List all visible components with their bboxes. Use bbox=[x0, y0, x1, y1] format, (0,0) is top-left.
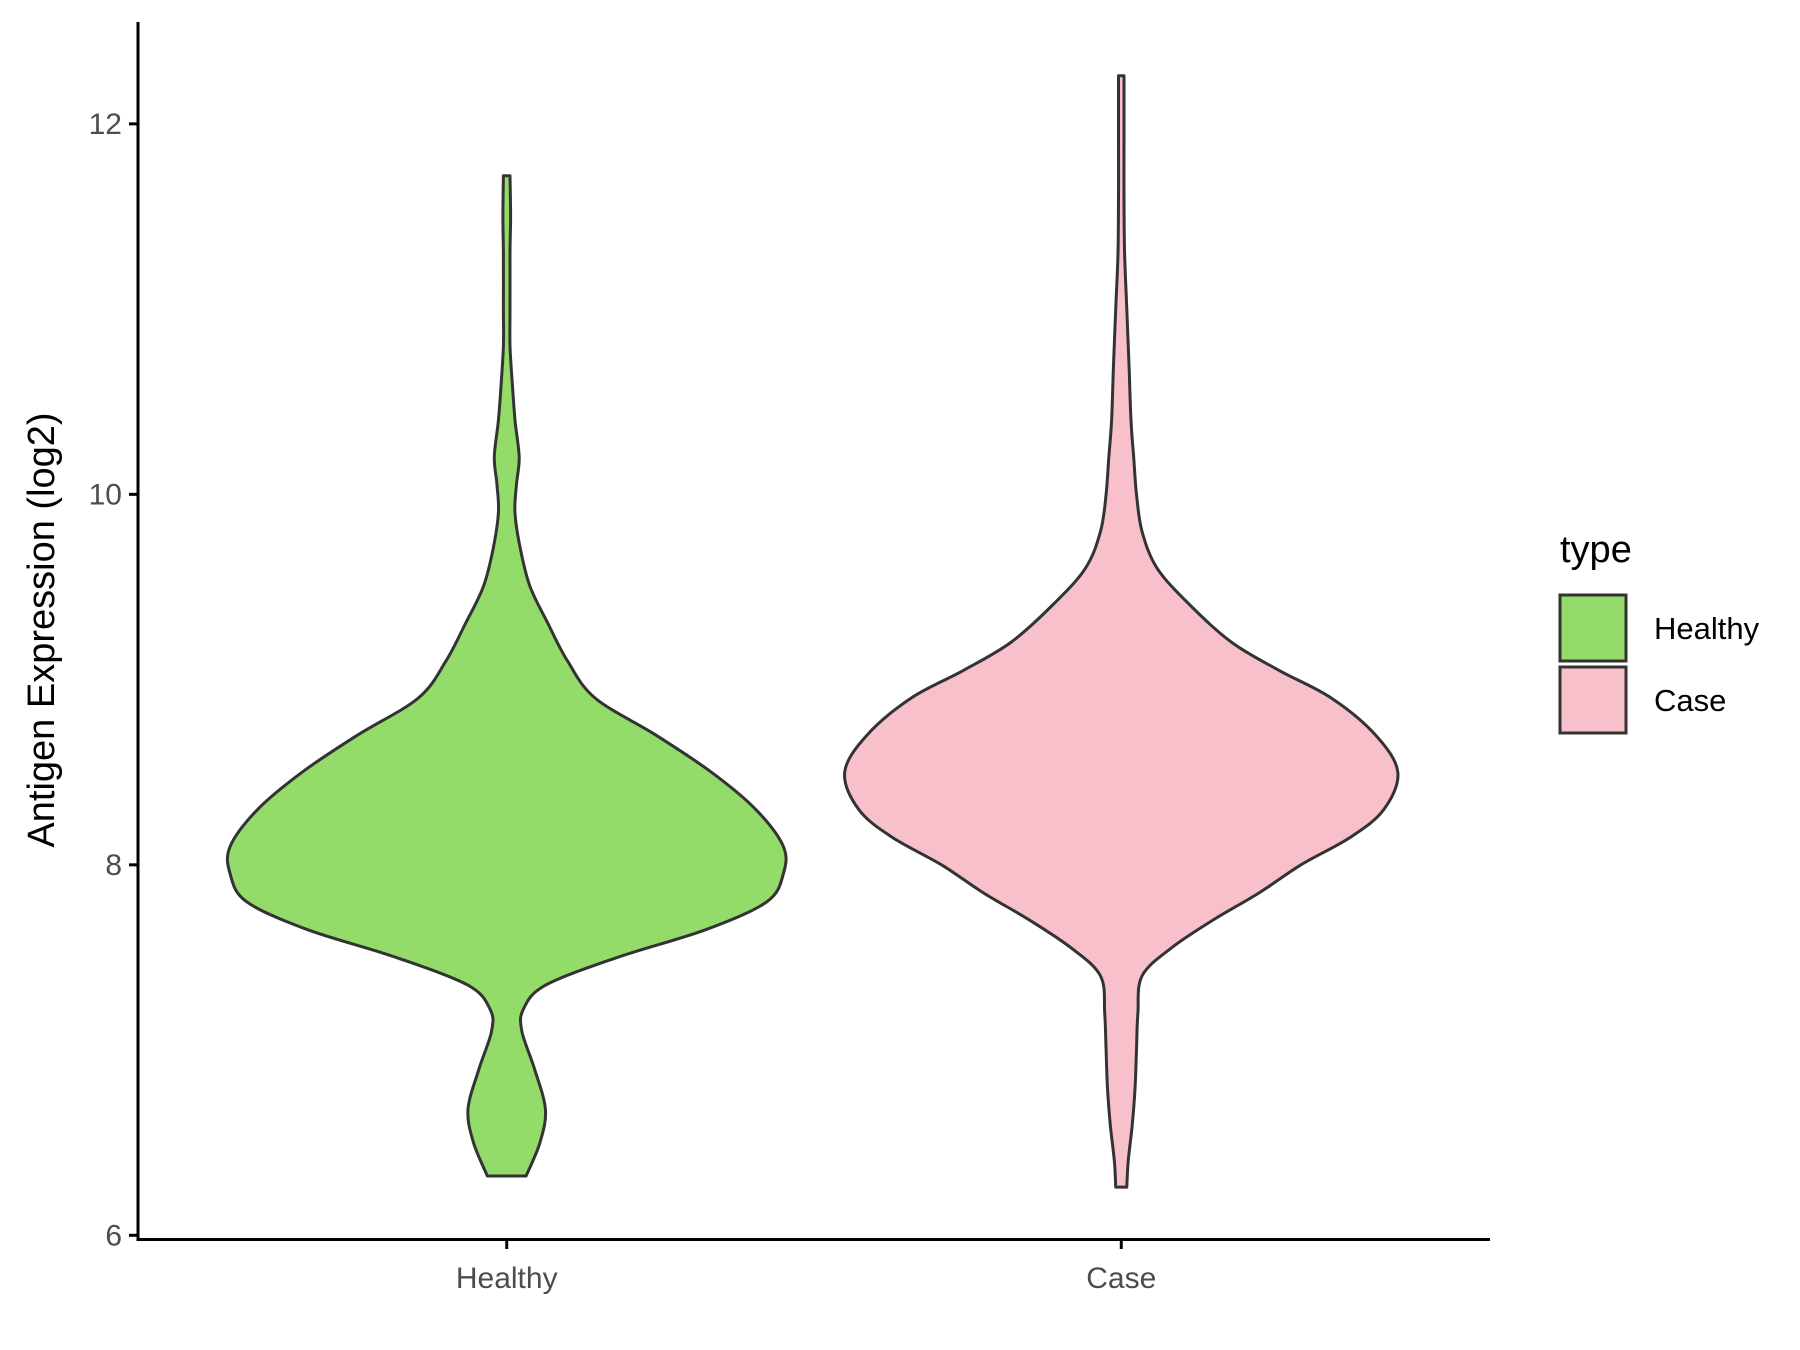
legend-label-healthy: Healthy bbox=[1654, 611, 1760, 646]
legend-swatch-healthy bbox=[1558, 593, 1628, 663]
violins-layer bbox=[225, 74, 1400, 1189]
legend: type Healthy Case bbox=[1558, 529, 1760, 735]
violin-case bbox=[843, 74, 1400, 1189]
legend-title: type bbox=[1560, 529, 1632, 571]
y-axis-title: Antigen Expression (log2) bbox=[21, 412, 63, 847]
x-tick-label: Healthy bbox=[456, 1262, 558, 1295]
x-tick-label: Case bbox=[1086, 1262, 1156, 1295]
legend-label-case: Case bbox=[1654, 683, 1726, 718]
legend-items: Healthy Case bbox=[1558, 593, 1760, 735]
y-tick-label: 8 bbox=[105, 849, 122, 882]
y-ticks: 6 8 10 12 bbox=[89, 108, 138, 1252]
axes: 6 8 10 12 Healthy Case bbox=[89, 22, 1490, 1295]
violin-healthy bbox=[225, 174, 788, 1178]
legend-swatch-case bbox=[1558, 665, 1628, 735]
x-ticks: Healthy Case bbox=[456, 1239, 1156, 1295]
y-tick-label: 12 bbox=[89, 108, 122, 141]
y-tick-label: 6 bbox=[105, 1219, 122, 1252]
y-tick-label: 10 bbox=[89, 478, 122, 511]
